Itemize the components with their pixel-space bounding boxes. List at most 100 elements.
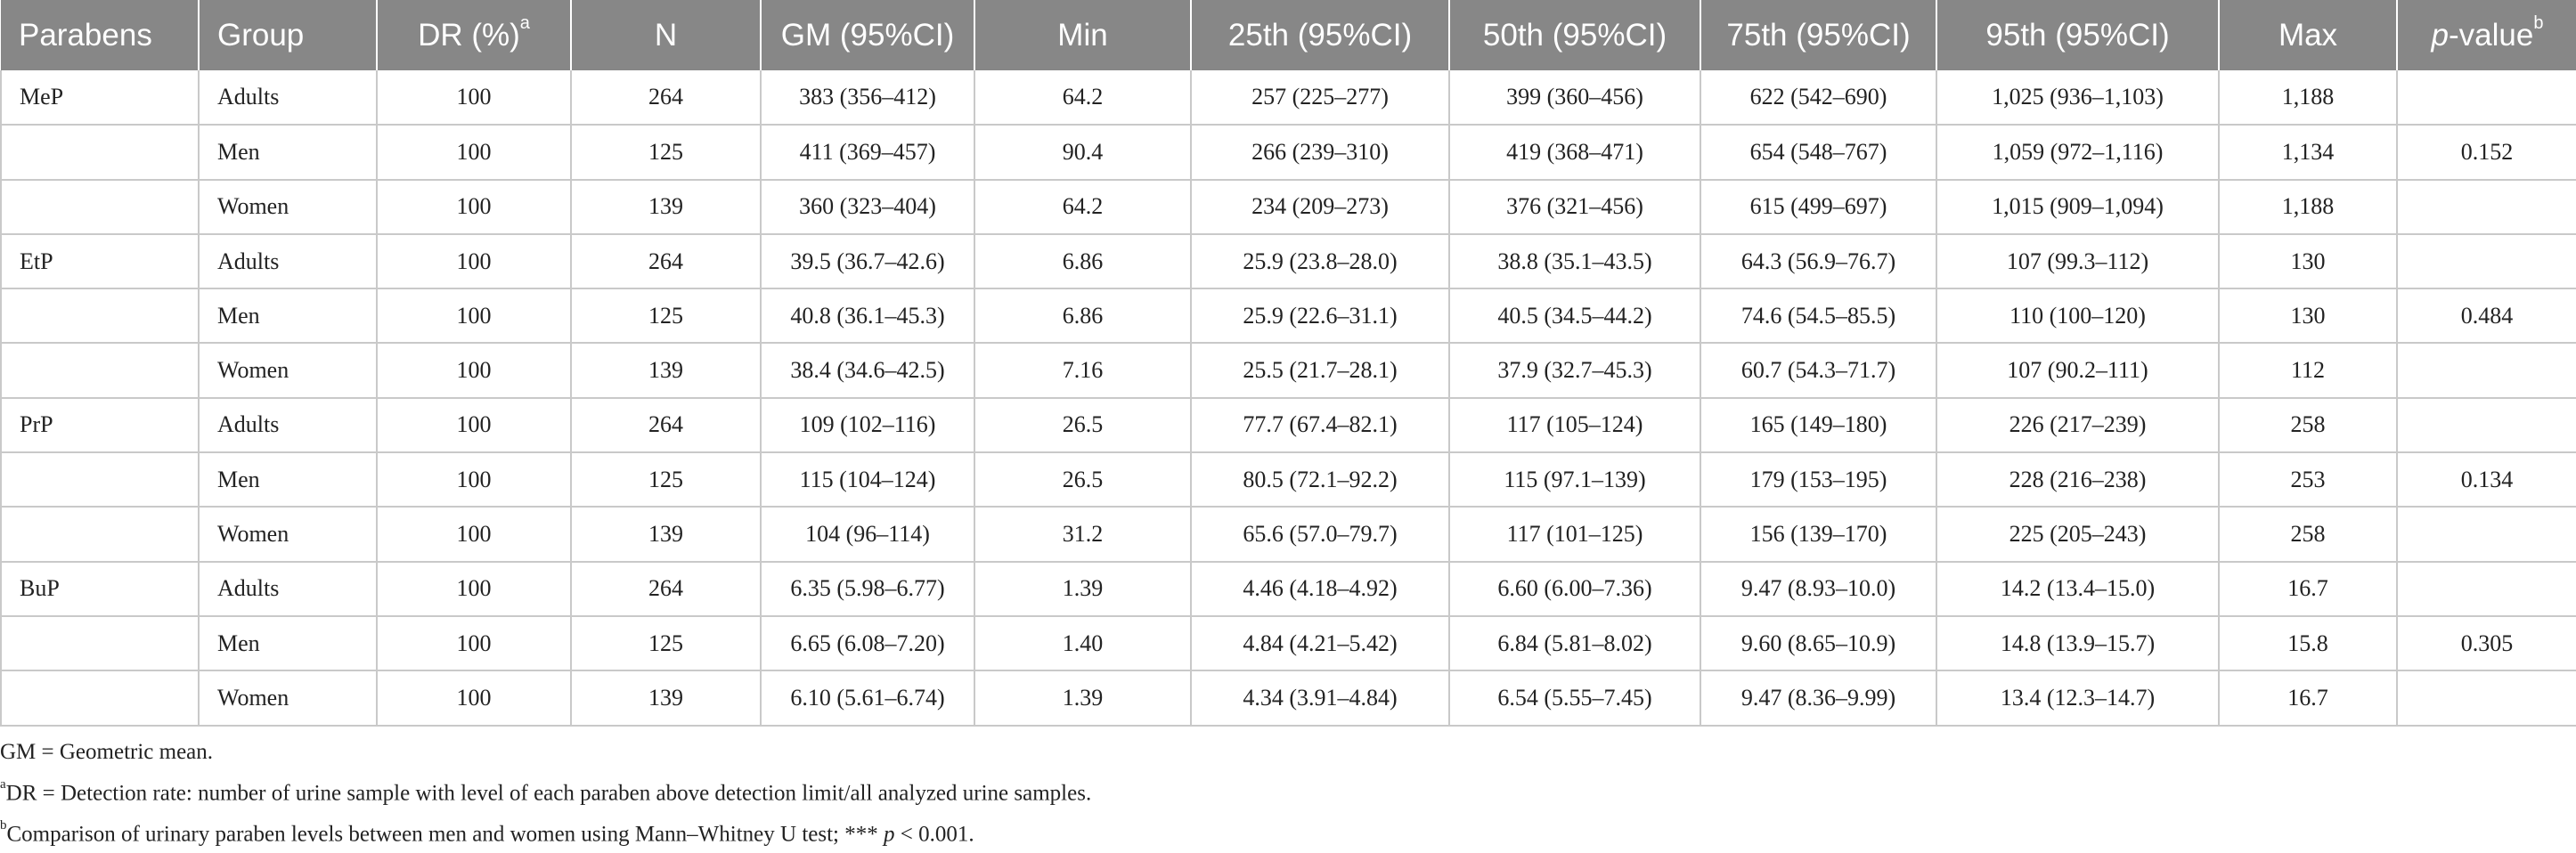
cell-gm: 40.8 (36.1–45.3) <box>761 288 975 345</box>
cell-min: 26.5 <box>974 452 1192 508</box>
header-row: Parabens Group DR (%)a N GM (95%CI) Min … <box>1 0 2576 70</box>
cell-p95: 1,059 (972–1,116) <box>1936 125 2220 181</box>
cell-max: 16.7 <box>2219 561 2398 617</box>
cell-p50: 37.9 (32.7–45.3) <box>1449 343 1701 399</box>
cell-n: 139 <box>571 670 762 727</box>
cell-max: 16.7 <box>2219 670 2398 727</box>
cell-p75: 74.6 (54.5–85.5) <box>1700 288 1937 345</box>
footnote-gm: GM = Geometric mean. <box>0 740 214 764</box>
cell-p75: 165 (149–180) <box>1700 397 1937 454</box>
cell-dr: 100 <box>377 452 572 508</box>
cell-p75: 9.47 (8.36–9.99) <box>1700 670 1937 727</box>
header-min: Min <box>974 0 1192 70</box>
footnotes: GM = Geometric mean. aDR = Detection rat… <box>0 735 1091 853</box>
cell-gm: 104 (96–114) <box>761 507 975 563</box>
cell-dr: 100 <box>377 233 572 290</box>
cell-p75: 156 (139–170) <box>1700 507 1937 563</box>
table-row: Men 100 125 411 (369–457) 90.4 266 (239–310) 4… <box>0 125 2576 181</box>
cell-gm: 6.65 (6.08–7.20) <box>761 615 975 672</box>
cell-p50: 40.5 (34.5–44.2) <box>1449 288 1701 345</box>
cell-pvalue <box>2397 70 2576 126</box>
cell-pvalue <box>2397 233 2576 290</box>
cell-dr: 100 <box>377 615 572 672</box>
cell-p75: 179 (153–195) <box>1700 452 1937 508</box>
cell-min: 64.2 <box>974 179 1192 235</box>
cell-min: 1.39 <box>974 561 1192 617</box>
cell-dr: 100 <box>377 507 572 563</box>
cell-max: 15.8 <box>2219 615 2398 672</box>
cell-n: 125 <box>571 452 762 508</box>
cell-p25: 77.7 (67.4–82.1) <box>1191 397 1450 454</box>
cell-paraben <box>0 670 200 727</box>
header-pvalue: p-valueb <box>2397 0 2576 70</box>
cell-pvalue <box>2397 397 2576 454</box>
cell-dr: 100 <box>377 179 572 235</box>
table-row: EtP Adults 100 264 39.5 (36.7–42.6) 6.86 25.9 … <box>0 233 2576 290</box>
cell-n: 139 <box>571 507 762 563</box>
table-row: Women 100 139 360 (323–404) 64.2 234 (209–273… <box>0 179 2576 235</box>
cell-min: 64.2 <box>974 70 1192 126</box>
cell-p75: 64.3 (56.9–76.7) <box>1700 233 1937 290</box>
cell-gm: 360 (323–404) <box>761 179 975 235</box>
cell-p75: 9.60 (8.65–10.9) <box>1700 615 1937 672</box>
cell-max: 112 <box>2219 343 2398 399</box>
cell-dr: 100 <box>377 561 572 617</box>
cell-n: 264 <box>571 397 762 454</box>
footnote-b: bComparison of urinary paraben levels be… <box>0 818 974 847</box>
cell-gm: 383 (356–412) <box>761 70 975 126</box>
cell-n: 125 <box>571 615 762 672</box>
cell-p95: 1,025 (936–1,103) <box>1936 70 2220 126</box>
cell-p75: 654 (548–767) <box>1700 125 1937 181</box>
cell-gm: 6.35 (5.98–6.77) <box>761 561 975 617</box>
table-row: Women 100 139 104 (96–114) 31.2 65.6 (57.0–79… <box>0 507 2576 563</box>
cell-dr: 100 <box>377 397 572 454</box>
cell-min: 90.4 <box>974 125 1192 181</box>
cell-max: 1,134 <box>2219 125 2398 181</box>
header-gm: GM (95%CI) <box>761 0 975 70</box>
header-parabens: Parabens <box>1 0 200 70</box>
cell-p25: 65.6 (57.0–79.7) <box>1191 507 1450 563</box>
table-row: Men 100 125 40.8 (36.1–45.3) 6.86 25.9 (22.6–… <box>0 288 2576 345</box>
cell-p50: 38.8 (35.1–43.5) <box>1449 233 1701 290</box>
table-row: Women 100 139 6.10 (5.61–6.74) 1.39 4.34 (3.9… <box>0 670 2576 727</box>
cell-p50: 6.60 (6.00–7.36) <box>1449 561 1701 617</box>
cell-p25: 266 (239–310) <box>1191 125 1450 181</box>
cell-dr: 100 <box>377 288 572 345</box>
cell-p95: 13.4 (12.3–14.7) <box>1936 670 2220 727</box>
cell-p25: 25.9 (22.6–31.1) <box>1191 288 1450 345</box>
cell-paraben: EtP <box>0 233 200 290</box>
cell-pvalue: 0.484 <box>2397 288 2576 345</box>
cell-paraben <box>0 507 200 563</box>
header-group: Group <box>199 0 378 70</box>
cell-p95: 226 (217–239) <box>1936 397 2220 454</box>
cell-p25: 4.46 (4.18–4.92) <box>1191 561 1450 617</box>
cell-group: Adults <box>199 233 378 290</box>
cell-max: 130 <box>2219 233 2398 290</box>
cell-paraben <box>0 288 200 345</box>
cell-group: Women <box>199 179 378 235</box>
cell-paraben <box>0 452 200 508</box>
cell-min: 6.86 <box>974 233 1192 290</box>
cell-pvalue <box>2397 343 2576 399</box>
cell-max: 253 <box>2219 452 2398 508</box>
cell-p25: 257 (225–277) <box>1191 70 1450 126</box>
cell-p25: 25.9 (23.8–28.0) <box>1191 233 1450 290</box>
header-p25: 25th (95%CI) <box>1191 0 1450 70</box>
cell-min: 31.2 <box>974 507 1192 563</box>
cell-dr: 100 <box>377 125 572 181</box>
cell-p95: 14.8 (13.9–15.7) <box>1936 615 2220 672</box>
table-row: MeP Adults 100 264 383 (356–412) 64.2 257 (225… <box>0 70 2576 126</box>
cell-p25: 234 (209–273) <box>1191 179 1450 235</box>
table-row: Men 100 125 115 (104–124) 26.5 80.5 (72.1–92.… <box>0 452 2576 508</box>
cell-p50: 6.84 (5.81–8.02) <box>1449 615 1701 672</box>
cell-gm: 38.4 (34.6–42.5) <box>761 343 975 399</box>
cell-p75: 60.7 (54.3–71.7) <box>1700 343 1937 399</box>
cell-dr: 100 <box>377 670 572 727</box>
cell-p50: 6.54 (5.55–7.45) <box>1449 670 1701 727</box>
cell-p95: 107 (99.3–112) <box>1936 233 2220 290</box>
cell-paraben: MeP <box>0 70 200 126</box>
cell-p75: 622 (542–690) <box>1700 70 1937 126</box>
cell-group: Adults <box>199 397 378 454</box>
cell-pvalue <box>2397 507 2576 563</box>
cell-pvalue: 0.305 <box>2397 615 2576 672</box>
